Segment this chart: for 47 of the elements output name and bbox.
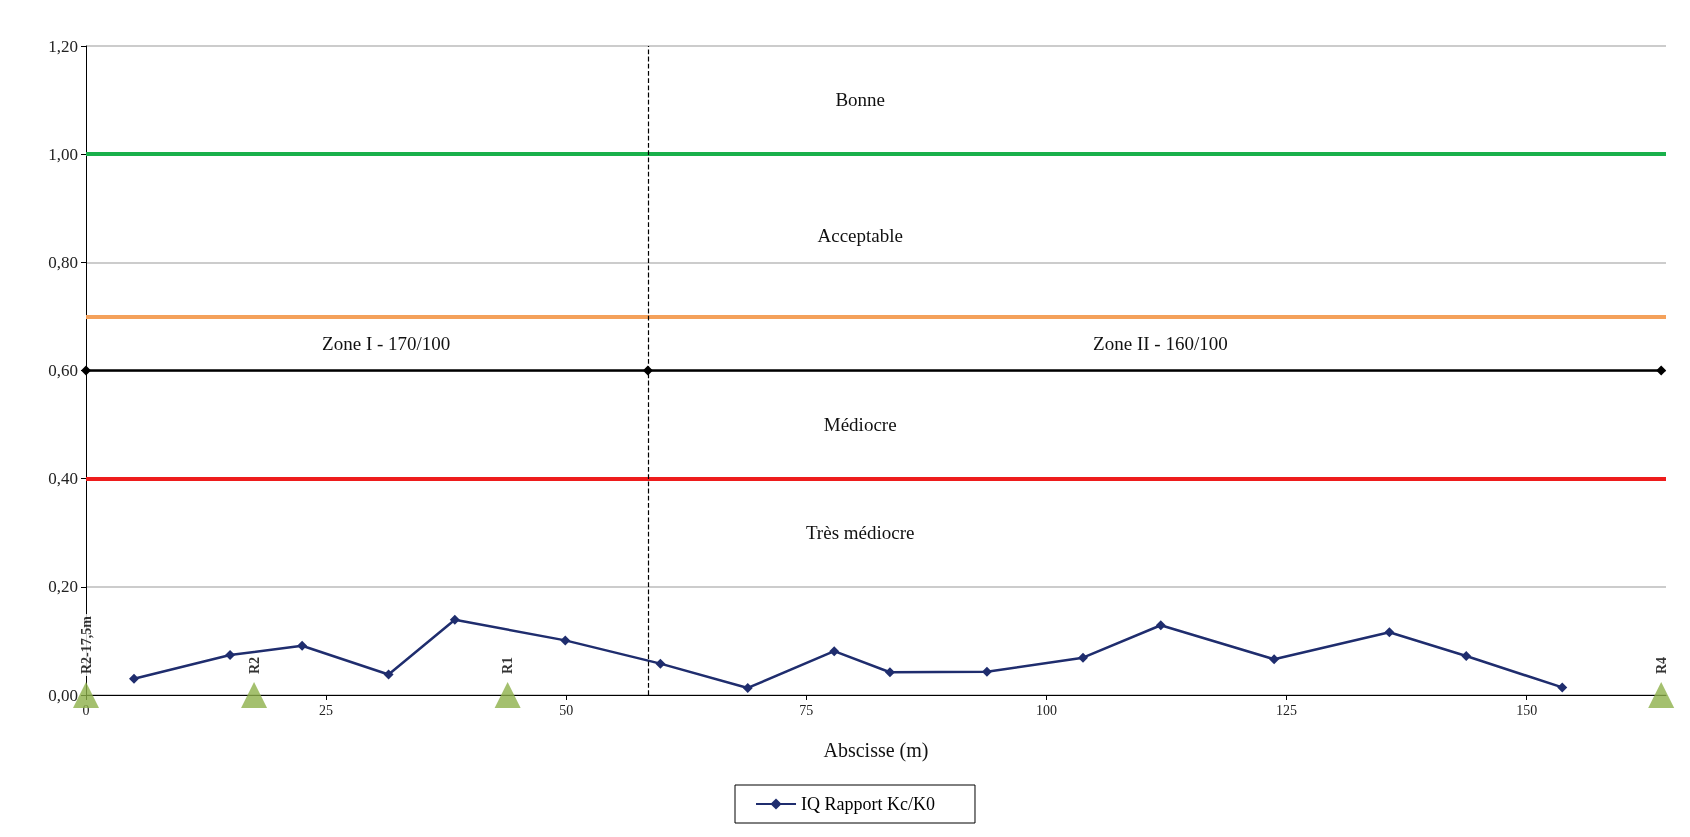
point	[449, 614, 460, 625]
y-tick-label: 0,80	[48, 252, 78, 272]
point	[884, 667, 895, 678]
y-tick-label: 0,00	[48, 685, 78, 705]
x-tick-label: 75	[799, 702, 814, 718]
y-tick-label: 0,40	[48, 469, 78, 489]
point	[241, 682, 268, 708]
annotation: Médiocre	[823, 413, 897, 435]
annotation: Acceptable	[817, 225, 903, 247]
point	[494, 682, 521, 708]
point	[655, 658, 666, 669]
data-label: R2-17,5m	[78, 615, 94, 674]
point	[560, 635, 571, 646]
x-tick-label: 50	[559, 702, 574, 718]
point	[1557, 682, 1568, 693]
x-tick-label: 150	[1516, 702, 1538, 718]
point	[1656, 365, 1667, 376]
annotation: Bonne	[835, 89, 885, 111]
y-tick-label: 1,00	[48, 144, 78, 164]
point	[297, 640, 308, 651]
point	[742, 682, 753, 693]
annotation: Zone II - 160/100	[1093, 332, 1228, 354]
point	[1461, 651, 1472, 662]
point	[1269, 654, 1280, 665]
x-tick-label: 25	[319, 702, 334, 718]
point	[1077, 652, 1088, 663]
y-tick-label: 0,20	[48, 577, 78, 597]
y-tick-label: 0,60	[48, 361, 78, 380]
annotation: Très médiocre	[805, 522, 915, 544]
point	[81, 365, 91, 376]
point	[1155, 620, 1166, 631]
annotation: Zone I - 170/100	[322, 332, 451, 354]
x-tick-label: 125	[1276, 702, 1298, 718]
point	[1384, 627, 1395, 638]
point	[981, 666, 992, 677]
point	[225, 649, 236, 660]
point	[129, 673, 140, 684]
legend-label: IQ Rapport Kc/K0	[801, 794, 935, 814]
x-tick-label: 100	[1035, 702, 1057, 718]
data-label: R1	[500, 656, 516, 674]
x-axis-title: Abscisse (m)	[823, 739, 929, 762]
data-label: R4	[1653, 656, 1669, 674]
point	[1648, 682, 1675, 708]
point	[383, 669, 394, 680]
data-label: R2	[246, 656, 262, 674]
point	[829, 646, 840, 657]
y-tick-label: 1,20	[48, 36, 78, 56]
